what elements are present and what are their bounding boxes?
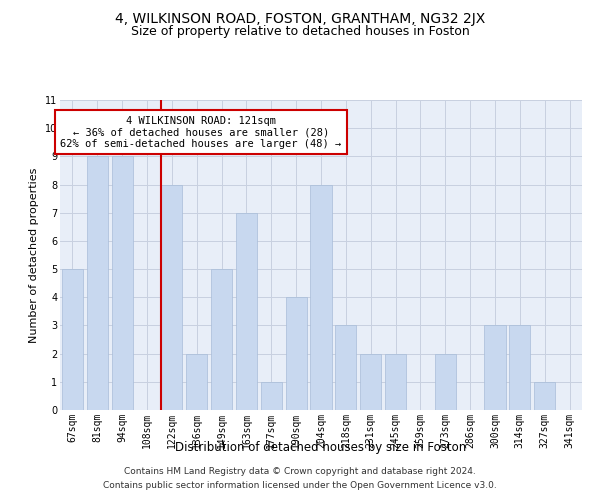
Bar [435, 354, 456, 410]
Bar [186, 354, 207, 410]
Bar [310, 184, 332, 410]
Text: 4 WILKINSON ROAD: 121sqm
← 36% of detached houses are smaller (28)
62% of semi-d: 4 WILKINSON ROAD: 121sqm ← 36% of detach… [61, 116, 341, 148]
Bar [112, 156, 133, 410]
Bar [236, 212, 257, 410]
Bar [534, 382, 555, 410]
Bar [484, 326, 506, 410]
Bar [360, 354, 381, 410]
Bar [286, 298, 307, 410]
Bar [509, 326, 530, 410]
Bar [211, 269, 232, 410]
Text: Contains HM Land Registry data © Crown copyright and database right 2024.: Contains HM Land Registry data © Crown c… [124, 467, 476, 476]
Bar [87, 156, 108, 410]
Text: Size of property relative to detached houses in Foston: Size of property relative to detached ho… [131, 25, 469, 38]
Y-axis label: Number of detached properties: Number of detached properties [29, 168, 40, 342]
Bar [335, 326, 356, 410]
Bar [62, 269, 83, 410]
Text: Contains public sector information licensed under the Open Government Licence v3: Contains public sector information licen… [103, 481, 497, 490]
Text: 4, WILKINSON ROAD, FOSTON, GRANTHAM, NG32 2JX: 4, WILKINSON ROAD, FOSTON, GRANTHAM, NG3… [115, 12, 485, 26]
Bar [161, 184, 182, 410]
Bar [385, 354, 406, 410]
Bar [261, 382, 282, 410]
Text: Distribution of detached houses by size in Foston: Distribution of detached houses by size … [175, 441, 467, 454]
